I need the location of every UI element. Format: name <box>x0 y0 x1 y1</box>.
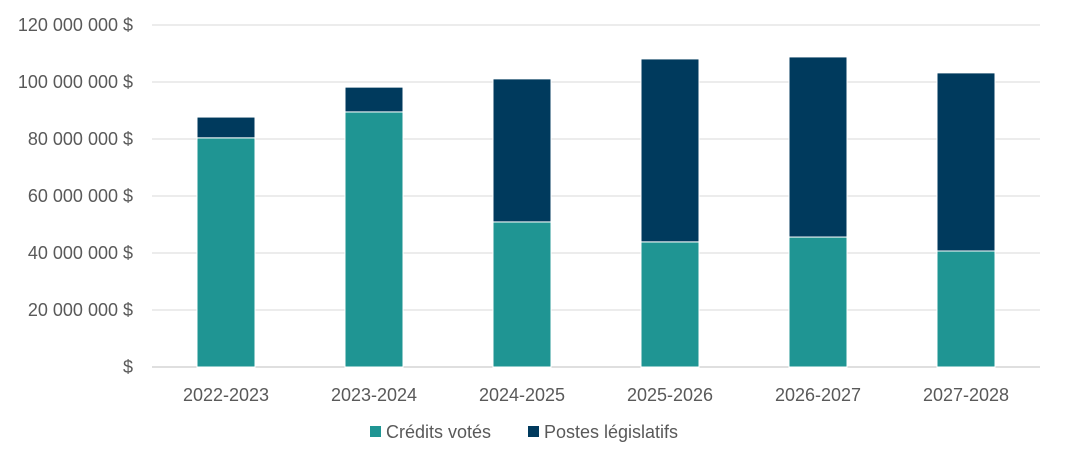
legend-label: Crédits votés <box>386 422 491 442</box>
bar-credits-votes <box>936 250 996 368</box>
y-tick-label: 60 000 000 $ <box>28 186 133 206</box>
bar-credits-votes <box>492 221 552 368</box>
legend-label: Postes législatifs <box>544 422 678 442</box>
legend-swatch <box>528 426 539 437</box>
y-tick-label: 80 000 000 $ <box>28 129 133 149</box>
bar-postes-legislatifs <box>492 78 552 223</box>
x-tick-label: 2022-2023 <box>183 385 269 405</box>
y-tick-label: 120 000 000 $ <box>18 15 133 35</box>
x-tick-label: 2026-2027 <box>775 385 861 405</box>
x-tick-label: 2027-2028 <box>923 385 1009 405</box>
bar-credits-votes <box>344 111 404 368</box>
bar-postes-legislatifs <box>640 58 700 243</box>
y-tick-label: 100 000 000 $ <box>18 72 133 92</box>
bar-postes-legislatifs <box>196 116 256 139</box>
x-tick-label: 2024-2025 <box>479 385 565 405</box>
y-tick-label: 20 000 000 $ <box>28 300 133 320</box>
bar-credits-votes <box>196 137 256 368</box>
x-tick-label: 2023-2024 <box>331 385 417 405</box>
bar-postes-legislatifs <box>344 86 404 113</box>
bar-credits-votes <box>788 236 848 368</box>
bar-credits-votes <box>640 241 700 368</box>
x-tick-label: 2025-2026 <box>627 385 713 405</box>
y-tick-label: $ <box>123 357 133 377</box>
bar-postes-legislatifs <box>936 72 996 252</box>
legend-swatch <box>370 426 381 437</box>
y-tick-label: 40 000 000 $ <box>28 243 133 263</box>
bar-postes-legislatifs <box>788 56 848 238</box>
